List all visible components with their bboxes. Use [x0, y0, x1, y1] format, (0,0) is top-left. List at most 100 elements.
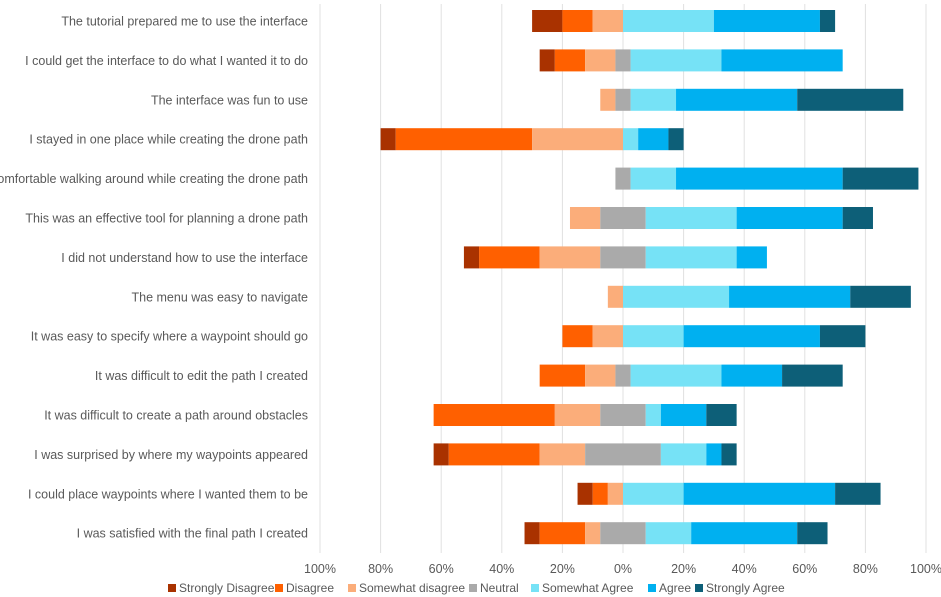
- bar-segment: [819, 10, 836, 32]
- bar-segment: [539, 364, 586, 387]
- bar-segment: [835, 482, 881, 505]
- legend-swatch: [275, 584, 283, 592]
- x-tick-label: 60%: [792, 562, 817, 576]
- bar-segment: [630, 49, 722, 72]
- bar-segment: [524, 522, 540, 545]
- category-label: I was surprised by where my waypoints ap…: [34, 448, 308, 462]
- category-label: It was difficult to create a path around…: [44, 409, 308, 423]
- bar-segment: [630, 364, 722, 387]
- bar-segment: [638, 128, 669, 151]
- legend-swatch: [648, 584, 656, 592]
- category-label: I could get the interface to do what I w…: [25, 54, 308, 68]
- legend: Strongly Disagree Disagree Somewhat disagr…: [168, 581, 785, 595]
- bar-segment: [592, 482, 608, 505]
- legend-label: Somewhat Agree: [542, 581, 634, 595]
- legend-label: Strongly Disagree: [179, 581, 275, 595]
- bar-segment: [630, 88, 677, 111]
- x-tick-label: 40%: [489, 562, 514, 576]
- bar-segment: [577, 482, 593, 505]
- category-label: It was difficult to edit the path I crea…: [95, 369, 308, 383]
- category-label: I felt comfortable walking around while …: [0, 172, 308, 186]
- bar-segment: [539, 49, 555, 72]
- bar-segment: [645, 246, 737, 269]
- legend-label: Strongly Agree: [706, 581, 785, 595]
- bar-segment: [721, 49, 843, 72]
- x-tick-label: 100%: [304, 562, 336, 576]
- bar-segment: [668, 128, 684, 151]
- bar-segment: [842, 207, 873, 229]
- bar-segment: [660, 404, 707, 426]
- bar-segment: [623, 482, 684, 505]
- legend-label: Agree: [659, 581, 691, 595]
- bar-segment: [615, 88, 631, 111]
- bar-segment: [645, 207, 737, 229]
- legend-swatch: [348, 584, 356, 592]
- bar-segment: [433, 443, 449, 466]
- legend-swatch: [469, 584, 477, 592]
- bar-segment: [676, 167, 843, 190]
- bar-segment: [539, 522, 586, 545]
- bar-segment: [729, 285, 851, 308]
- bar-segment: [562, 10, 593, 32]
- bar-segment: [615, 364, 631, 387]
- bar-segment: [713, 10, 820, 32]
- legend-swatch: [695, 584, 703, 592]
- bar-segment: [623, 128, 639, 151]
- bar-segment: [721, 364, 783, 387]
- gridlines: [319, 4, 927, 553]
- bar-segment: [706, 404, 737, 426]
- bar-segment: [850, 285, 911, 308]
- legend-swatch: [168, 584, 176, 592]
- bar-segment: [607, 482, 623, 505]
- category-label: This was an effective tool for planning …: [25, 212, 308, 226]
- bar-segment: [532, 128, 623, 151]
- category-label: I could place waypoints where I wanted t…: [28, 487, 308, 501]
- bars: [380, 10, 919, 545]
- category-label: The menu was easy to navigate: [132, 290, 309, 304]
- bar-segment: [554, 49, 586, 72]
- bar-segment: [585, 49, 616, 72]
- bar-segment: [592, 325, 623, 348]
- bar-segment: [585, 364, 616, 387]
- category-label: I did not understand how to use the inte…: [61, 251, 308, 265]
- x-tick-label: 100%: [910, 562, 941, 576]
- bar-segment: [615, 167, 631, 190]
- bar-segment: [562, 325, 593, 348]
- x-tick-label: 60%: [429, 562, 454, 576]
- legend-label: Somewhat disagree: [359, 581, 465, 595]
- bar-segment: [395, 128, 533, 151]
- bar-segment: [448, 443, 540, 466]
- bar-segment: [683, 482, 836, 505]
- bar-segment: [623, 325, 684, 348]
- bar-segment: [623, 10, 714, 32]
- bar-segment: [463, 246, 480, 269]
- bar-segment: [554, 404, 601, 426]
- legend-swatch: [531, 584, 539, 592]
- bar-segment: [660, 443, 707, 466]
- x-tick-label: 80%: [853, 562, 878, 576]
- bar-segment: [842, 167, 919, 190]
- bar-segment: [797, 88, 904, 111]
- bar-segment: [645, 522, 692, 545]
- category-label: I was satisfied with the final path I cr…: [77, 527, 308, 541]
- x-tick-label: 0%: [614, 562, 632, 576]
- x-axis-ticks: 100% 80% 60% 40% 20% 0% 20% 40% 60% 80% 100%: [304, 562, 941, 576]
- bar-segment: [630, 167, 677, 190]
- bar-segment: [645, 404, 661, 426]
- bar-segment: [433, 404, 555, 426]
- category-labels: The tutorial prepared me to use the inte…: [0, 15, 308, 541]
- bar-segment: [600, 246, 646, 269]
- bar-segment: [600, 404, 646, 426]
- bar-segment: [479, 246, 540, 269]
- bar-segment: [380, 128, 396, 151]
- x-tick-label: 20%: [550, 562, 575, 576]
- bar-segment: [532, 10, 563, 32]
- bar-segment: [600, 207, 646, 229]
- bar-segment: [819, 325, 866, 348]
- bar-segment: [600, 88, 616, 111]
- bar-segment: [623, 285, 730, 308]
- bar-segment: [539, 246, 601, 269]
- bar-segment: [585, 443, 661, 466]
- bar-segment: [569, 207, 601, 229]
